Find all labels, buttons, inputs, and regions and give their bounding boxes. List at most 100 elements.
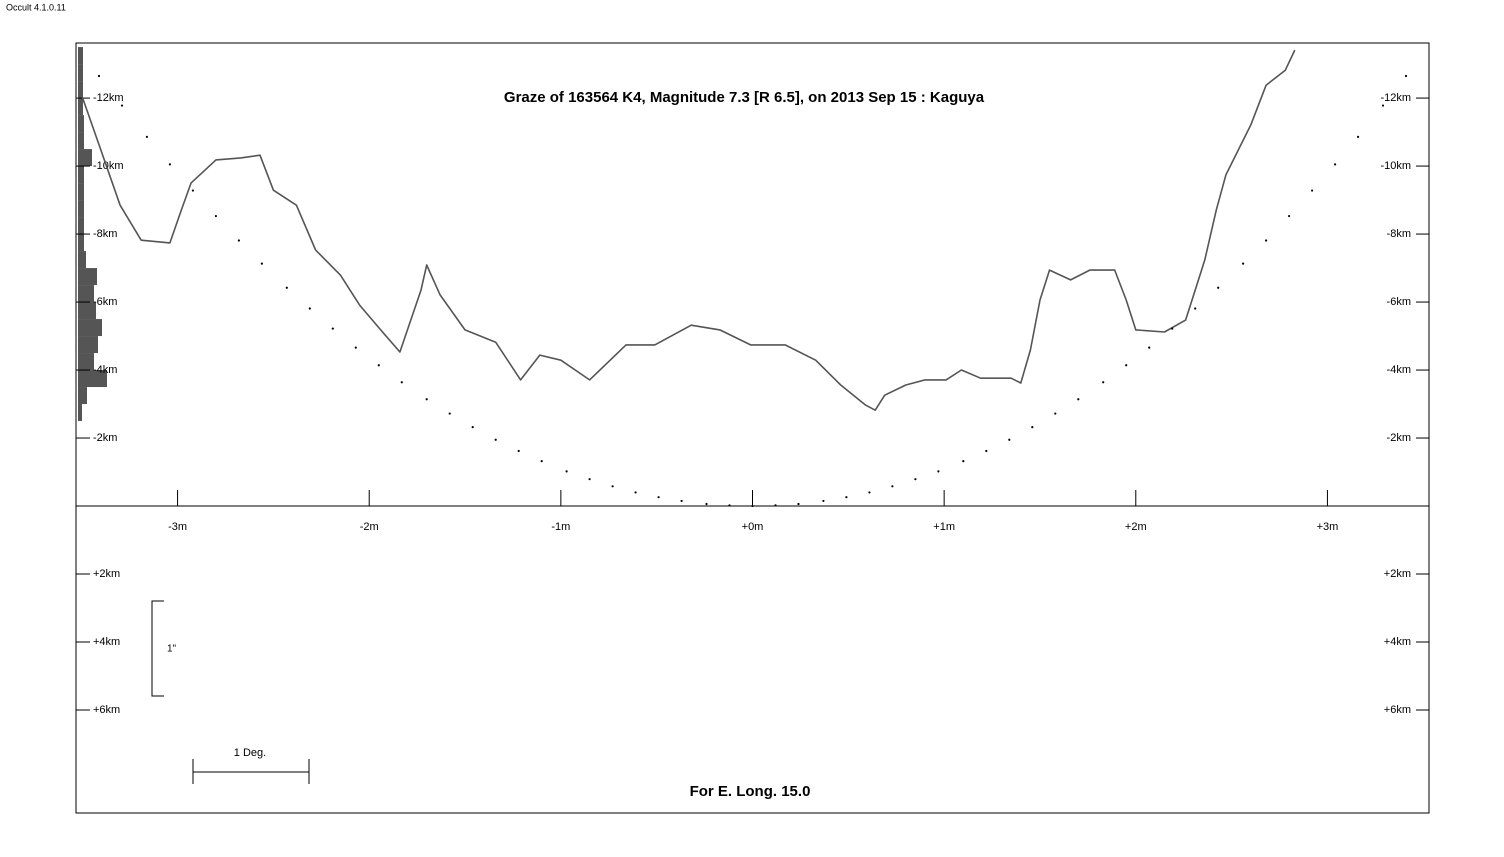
limb-dot [937,470,940,473]
limb-dot [634,491,637,494]
histogram-bar [78,319,102,337]
y-tick-label: -2km [93,432,117,444]
limb-dot [1102,381,1105,384]
histogram-bar [78,404,82,422]
limb-dot [1265,239,1268,242]
limb-dot [751,504,754,508]
limb-dot [425,398,428,401]
limb-dot [962,460,965,463]
x-tick-label: -3m [168,521,187,533]
histogram-bar [78,285,94,303]
scale-bar-horizontal [192,759,310,784]
limb-dot [1217,286,1220,289]
scale-bar-vertical [151,600,164,697]
histogram-bar [78,98,83,116]
y-tick-label: -6km [93,296,117,308]
y-tick-label: -2km [1387,432,1411,444]
limb-dot [680,499,683,503]
limb-dot [1381,104,1385,107]
limb-dot [1031,426,1034,429]
profile-line [79,49,1296,411]
limb-dot [540,460,543,463]
y-tick-label: +4km [1384,636,1411,648]
limb-dot [260,262,263,265]
y-tick-label: -10km [1380,160,1411,172]
histogram-bar [78,268,97,286]
limb-dot [1404,74,1408,78]
limb-dot [565,470,568,473]
y-tick-label: +6km [1384,704,1411,716]
y-tick-label: -12km [1380,92,1411,104]
y-tick-label: -4km [93,364,117,376]
limb-dot [705,502,708,506]
histogram-bar [78,353,94,371]
x-tick-label: +3m [1317,521,1339,533]
limb-dot [1077,398,1080,401]
limb-dot [448,412,451,415]
limb-dot [400,381,403,384]
histogram-bar [78,217,84,235]
limb-dot [1125,364,1128,367]
histogram-bar [78,132,84,150]
limb-dot [191,189,195,192]
limb-dot [331,327,334,330]
limb-dot [1148,346,1151,349]
chart-title: Graze of 163564 K4, Magnitude 7.3 [R 6.5… [504,89,985,106]
limb-dot [377,364,380,367]
limb-dot [914,478,917,481]
limb-dot [1356,135,1360,138]
y-tick-label: -4km [1387,364,1411,376]
plot-frame [75,42,1430,814]
limb-dot [588,478,591,481]
limb-dot [1242,262,1245,265]
limb-dot [308,307,311,310]
limb-dot [1171,327,1174,330]
limb-dot [1054,412,1057,415]
limb-dot [868,491,871,494]
x-tick-label: -2m [360,521,379,533]
limb-dot [1310,189,1314,192]
x-tick-label: -1m [551,521,570,533]
limb-dot [845,496,848,499]
y-tick-label: +2km [93,568,120,580]
histogram-bar [78,166,84,184]
histogram-bar [78,81,83,99]
limb-dot [1194,307,1197,310]
histogram-bar [78,387,87,405]
limb-dot [168,163,172,166]
limb-dot [471,426,474,429]
limb-dot [237,239,240,242]
limb-dot [120,104,124,107]
limb-dot [354,346,357,349]
limb-dot [285,286,288,289]
histogram-bar [78,336,98,354]
y-tick-label: +2km [1384,568,1411,580]
y-tick-label: -12km [93,92,124,104]
histogram-bar [78,115,84,133]
limb-dot [611,485,614,488]
histogram-bar [78,64,83,82]
y-tick-label: +4km [93,636,120,648]
x-tick-label: +0m [742,521,764,533]
limb-dot [517,449,520,453]
y-tick-label: -8km [93,228,117,240]
limb-dot [891,485,894,488]
limb-dot [1333,163,1337,166]
limb-dot [657,496,660,499]
limb-dot [97,74,101,78]
histogram-bar [78,370,107,388]
y-tick-label: -8km [1387,228,1411,240]
app-label: Occult 4.1.0.11 [6,2,66,12]
y-tick-label: +6km [93,704,120,716]
scale-bar-horizontal-label: 1 Deg. [234,747,266,759]
limb-dot [214,214,217,218]
y-tick-label: -6km [1387,296,1411,308]
x-tick-label: +1m [933,521,955,533]
histogram-bar [78,183,84,201]
histogram-bar [78,47,83,65]
limb-dot [728,504,731,507]
limb-dot [145,135,149,138]
limb-dot [822,499,825,503]
